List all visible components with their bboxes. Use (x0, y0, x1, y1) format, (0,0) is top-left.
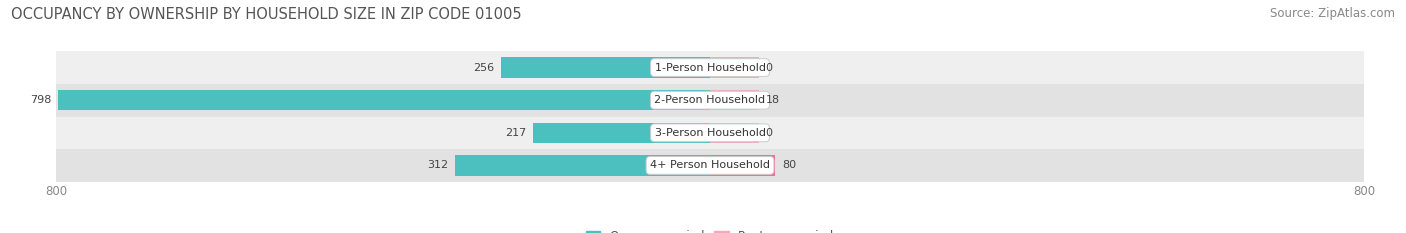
Text: 312: 312 (427, 161, 449, 170)
Text: 80: 80 (782, 161, 796, 170)
Bar (710, 155, 776, 175)
Text: 0: 0 (766, 128, 773, 138)
Text: 217: 217 (505, 128, 526, 138)
Bar (501, 58, 710, 78)
Bar (58, 90, 710, 110)
Text: Source: ZipAtlas.com: Source: ZipAtlas.com (1270, 7, 1395, 20)
Bar (56, 149, 1364, 182)
Text: 798: 798 (30, 95, 52, 105)
Text: 0: 0 (766, 63, 773, 72)
Text: 2-Person Household: 2-Person Household (654, 95, 766, 105)
Text: 1-Person Household: 1-Person Household (655, 63, 765, 72)
Text: OCCUPANCY BY OWNERSHIP BY HOUSEHOLD SIZE IN ZIP CODE 01005: OCCUPANCY BY OWNERSHIP BY HOUSEHOLD SIZE… (11, 7, 522, 22)
Bar (710, 90, 759, 110)
Bar (710, 58, 759, 78)
Legend: Owner-occupied, Renter-occupied: Owner-occupied, Renter-occupied (581, 225, 839, 233)
Bar (456, 155, 710, 175)
Bar (533, 123, 710, 143)
Text: 256: 256 (474, 63, 495, 72)
Bar (56, 116, 1364, 149)
Text: 18: 18 (766, 95, 780, 105)
Text: 3-Person Household: 3-Person Household (655, 128, 765, 138)
Bar (710, 123, 759, 143)
Bar (56, 51, 1364, 84)
Text: 4+ Person Household: 4+ Person Household (650, 161, 770, 170)
Bar (56, 84, 1364, 116)
